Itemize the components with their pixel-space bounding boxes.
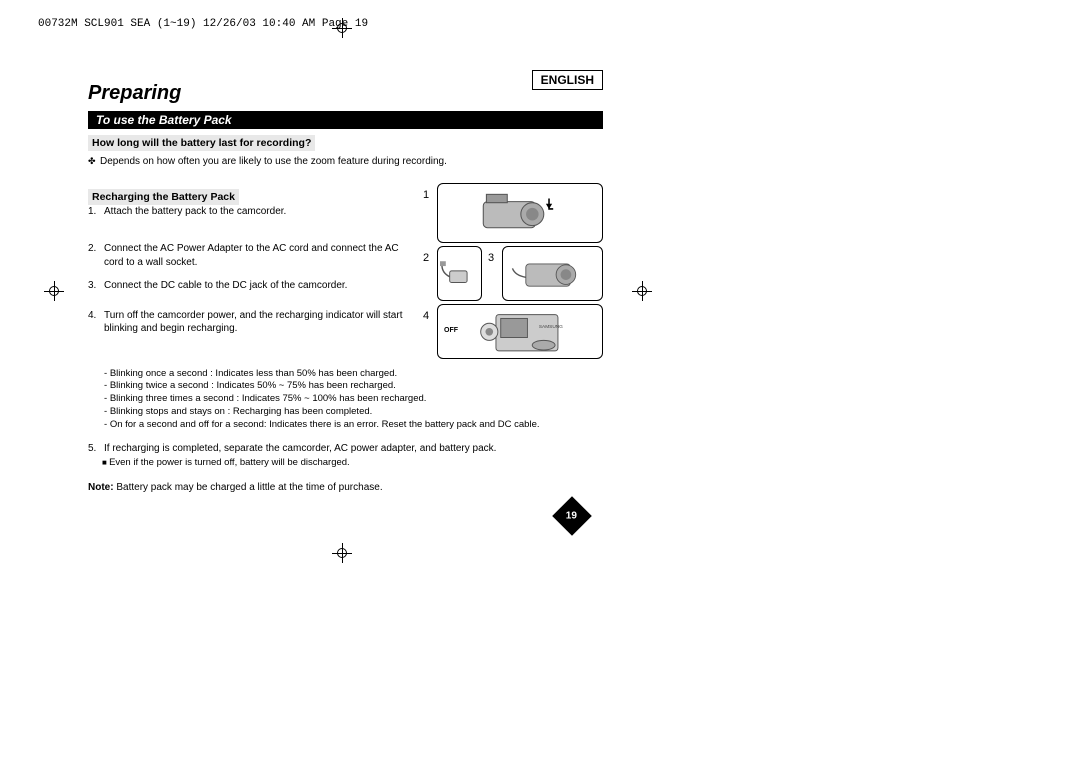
step-4b: Blinking twice a second : Indicates 50% … [88,380,603,393]
camcorder-closeup-icon: SAMSUNG [446,307,594,355]
diagram-label-2: 2 [423,246,437,301]
bullet-text: Depends on how often you are likely to u… [88,155,603,169]
page-content: ENGLISH Preparing To use the Battery Pac… [88,70,603,493]
step-1: 1.Attach the battery pack to the camcord… [88,205,411,219]
diagram-1 [437,183,603,243]
diagram-label-1: 1 [423,183,437,243]
step-2: 2.Connect the AC Power Adapter to the AC… [88,242,411,269]
step-5: 5.If recharging is completed, separate t… [88,442,603,456]
step4-details: Blinking once a second : Indicates less … [88,368,603,432]
sub-heading-2: Recharging the Battery Pack [88,189,239,205]
page-title: Preparing [88,82,603,105]
diagram-label-3: 3 [488,246,502,301]
step-3: 3.Connect the DC cable to the DC jack of… [88,279,411,293]
page-number-badge: 19 [552,496,592,536]
step-5a: Even if the power is turned off, battery… [88,457,603,470]
diagram-2 [437,246,482,301]
off-label: OFF [444,327,458,334]
registration-mark [332,543,352,563]
registration-mark [332,18,352,38]
camcorder-icon [446,186,594,238]
diagram-label-4: 4 [423,304,437,359]
section-heading: To use the Battery Pack [88,111,603,129]
diagram-4: OFF SAMSUNG [437,304,603,359]
step-4d: Blinking stops and stays on : Recharging… [88,406,603,419]
svg-text:SAMSUNG: SAMSUNG [539,324,563,330]
note: Note: Battery pack may be charged a litt… [88,482,603,493]
camcorder-icon [508,249,597,297]
adapter-icon [440,249,479,297]
language-badge: ENGLISH [532,70,603,90]
sub-heading-1: How long will the battery last for recor… [88,135,315,151]
step-4c: Blinking three times a second : Indicate… [88,393,603,406]
diagram-3 [502,246,603,301]
instructions-column: Recharging the Battery Pack 1.Attach the… [88,183,423,362]
step-4: 4.Turn off the camcorder power, and the … [88,309,411,336]
step-4e: On for a second and off for a second: In… [88,419,603,432]
print-header: 00732M SCL901 SEA (1~19) 12/26/03 10:40 … [38,18,368,30]
registration-mark [632,281,652,301]
registration-mark [44,281,64,301]
diagram-column: 1 2 [423,183,603,362]
step-4a: Blinking once a second : Indicates less … [88,368,603,381]
